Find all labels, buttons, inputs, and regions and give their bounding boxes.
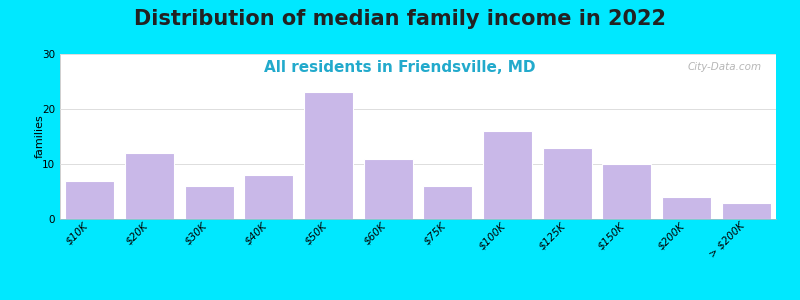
- Bar: [483, 131, 532, 219]
- Bar: [722, 202, 770, 219]
- Bar: [185, 186, 234, 219]
- Text: All residents in Friendsville, MD: All residents in Friendsville, MD: [264, 60, 536, 75]
- Y-axis label: families: families: [34, 115, 44, 158]
- Bar: [125, 153, 174, 219]
- Bar: [244, 175, 294, 219]
- Text: City-Data.com: City-Data.com: [687, 62, 762, 72]
- Bar: [662, 197, 711, 219]
- Bar: [364, 158, 413, 219]
- Bar: [304, 92, 353, 219]
- Bar: [423, 186, 472, 219]
- Text: Distribution of median family income in 2022: Distribution of median family income in …: [134, 9, 666, 29]
- Bar: [66, 181, 114, 219]
- Bar: [602, 164, 651, 219]
- Bar: [542, 148, 592, 219]
